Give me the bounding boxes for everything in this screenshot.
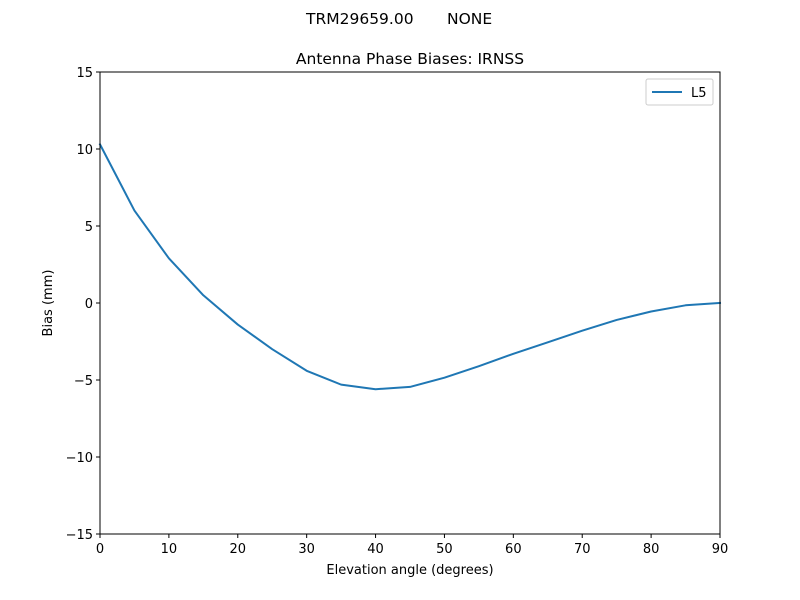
- x-tick-label: 80: [643, 542, 660, 557]
- y-tick-label: 15: [76, 66, 93, 81]
- chart-title: Antenna Phase Biases: IRNSS: [296, 50, 524, 68]
- x-tick-label: 90: [712, 542, 729, 557]
- x-axis: 0 10 20 30 40 50 60 70 80 90: [96, 534, 728, 557]
- y-tick-label: 5: [85, 220, 93, 235]
- legend: L5: [645, 78, 714, 106]
- x-tick-label: 30: [298, 542, 315, 557]
- plot-area: [100, 72, 720, 534]
- series-line-l5: [98, 143, 722, 391]
- x-tick-label: 40: [367, 542, 384, 557]
- y-tick-label: 10: [76, 143, 93, 158]
- suptitle-left: TRM29659.00: [305, 10, 414, 28]
- x-tick-label: 60: [505, 542, 522, 557]
- x-axis-label: Elevation angle (degrees): [326, 563, 493, 578]
- x-tick-label: 0: [96, 542, 104, 557]
- y-tick-label: 0: [85, 297, 93, 312]
- y-tick-label: −5: [74, 374, 93, 389]
- x-tick-label: 70: [574, 542, 591, 557]
- y-axis: −15 −10 −5 0 5 10 15: [66, 66, 100, 543]
- series-layer: [98, 143, 722, 391]
- suptitle-right: NONE: [447, 10, 492, 28]
- x-tick-label: 10: [161, 542, 178, 557]
- x-tick-label: 50: [436, 542, 453, 557]
- y-axis-label: Bias (mm): [41, 270, 56, 337]
- legend-label-l5: L5: [691, 86, 707, 101]
- y-tick-label: −15: [66, 528, 93, 543]
- y-tick-label: −10: [66, 451, 93, 466]
- x-tick-label: 20: [230, 542, 247, 557]
